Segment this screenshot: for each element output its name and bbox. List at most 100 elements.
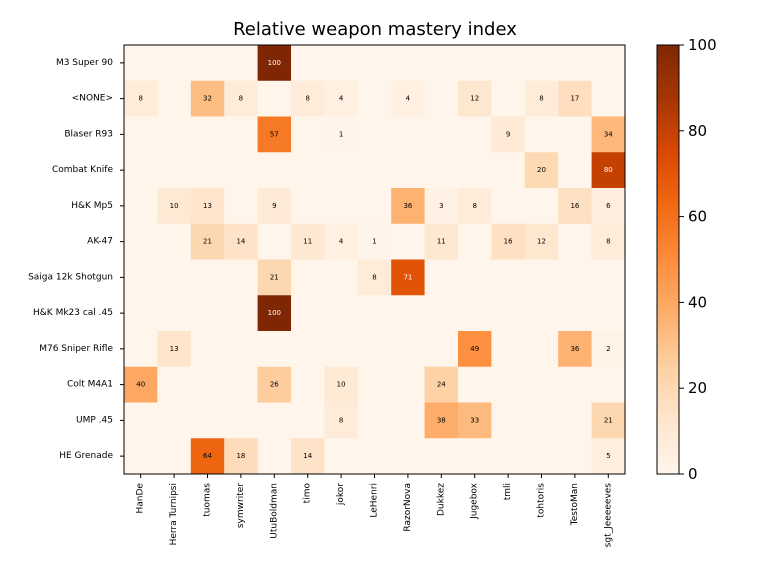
heatmap-cell — [391, 331, 426, 368]
column-label: Jugebox — [470, 482, 480, 520]
heatmap-cell — [491, 438, 526, 475]
heatmap-cell — [190, 366, 225, 403]
row-label: Saiga 12k Shotgun — [28, 272, 113, 282]
row-label: H&K Mk23 cal .45 — [33, 308, 113, 318]
heatmap-cell — [391, 438, 426, 475]
row-label: AK-47 — [87, 237, 113, 247]
cell-value-label: 17 — [570, 95, 579, 103]
heatmap-cell — [357, 295, 392, 332]
heatmap-cell — [124, 331, 158, 368]
column-label: UtuBoldman — [269, 483, 279, 539]
heatmap-cell — [157, 331, 192, 368]
heatmap-cell — [524, 223, 559, 260]
heatmap-cell — [190, 188, 225, 225]
heatmap-cell — [558, 366, 593, 403]
heatmap-cell — [458, 188, 492, 225]
heatmap-cell — [524, 116, 559, 153]
cell-value-label: 9 — [506, 130, 510, 138]
heatmap-cell — [157, 45, 192, 82]
heatmap-cell — [424, 438, 459, 475]
heatmap-cell — [224, 223, 259, 260]
cell-value-label: 8 — [606, 238, 610, 246]
heatmap-cell — [291, 80, 325, 117]
row-label: M76 Sniper Rifle — [39, 344, 113, 354]
cell-value-label: 21 — [203, 238, 212, 246]
heatmap-cell — [190, 116, 225, 153]
heatmap-cell — [257, 366, 292, 403]
heatmap-cell — [424, 402, 459, 439]
row-labels: M3 Super 90 <NONE> Blaser R93 Combat Knife H… — [28, 58, 124, 461]
heatmap-cell — [424, 366, 459, 403]
cell-value-label: 12 — [470, 95, 479, 103]
colorbar-ticks: 0 20 40 60 80 100 — [679, 36, 717, 483]
heatmap-cell — [491, 223, 526, 260]
heatmap-cell — [424, 331, 459, 368]
heatmap-cell — [524, 402, 559, 439]
heatmap-cell — [190, 259, 225, 296]
cell-value-label: 13 — [170, 345, 179, 353]
heatmap-cell — [257, 80, 292, 117]
heatmap-cell — [591, 152, 626, 189]
heatmap-cell — [558, 80, 593, 117]
heatmap-cell — [357, 331, 392, 368]
heatmap-cell — [324, 259, 359, 296]
heatmap-cell — [524, 80, 559, 117]
heatmap-cell — [524, 331, 559, 368]
heatmap-cell — [491, 80, 526, 117]
heatmap-cell — [291, 331, 325, 368]
heatmap-cell — [491, 295, 526, 332]
colorbar-tick-label: 0 — [688, 465, 698, 483]
heatmap-cell — [458, 45, 492, 82]
heatmap-cell — [257, 259, 292, 296]
cell-value-label: 6 — [606, 202, 611, 210]
heatmap-cell — [224, 295, 259, 332]
cell-value-label: 2 — [606, 345, 610, 353]
heatmap-cell — [224, 80, 259, 117]
heatmap-cell — [224, 366, 259, 403]
heatmap-cell — [124, 438, 158, 475]
heatmap-cell — [458, 438, 492, 475]
column-label: tohtoris — [537, 483, 547, 518]
heatmap-cell — [391, 259, 426, 296]
cell-value-label: 64 — [203, 452, 212, 460]
cell-value-label: 1 — [372, 238, 376, 246]
heatmap-cell — [324, 366, 359, 403]
heatmap-cell — [424, 259, 459, 296]
cell-value-label: 38 — [437, 416, 446, 424]
column-label: HanDe — [136, 483, 146, 514]
heatmap-cell — [257, 45, 292, 82]
heatmap-cell — [124, 402, 158, 439]
row-label: H&K Mp5 — [71, 201, 113, 211]
heatmap-cell — [424, 45, 459, 82]
heatmap-cell — [458, 366, 492, 403]
cell-value-label: 10 — [170, 202, 179, 210]
heatmap-cell — [157, 223, 192, 260]
heatmap-cell — [291, 402, 325, 439]
heatmap-cell — [324, 295, 359, 332]
heatmap-cell — [424, 116, 459, 153]
cell-value-label: 8 — [239, 95, 243, 103]
heatmap-cell — [224, 152, 259, 189]
heatmap-cell — [458, 116, 492, 153]
heatmap-cell — [291, 45, 325, 82]
heatmap-cell — [424, 188, 459, 225]
column-label: RazorNova — [403, 483, 413, 532]
heatmap-cell — [591, 331, 626, 368]
cell-value-label: 24 — [437, 381, 446, 389]
cell-value-label: 26 — [270, 381, 279, 389]
heatmap-cell — [190, 45, 225, 82]
heatmap-cell — [491, 331, 526, 368]
heatmap-cell — [524, 438, 559, 475]
heatmap-cell — [124, 223, 158, 260]
heatmap-cell — [190, 152, 225, 189]
cell-value-label: 14 — [236, 238, 245, 246]
cell-value-label: 8 — [339, 416, 343, 424]
heatmap-cell — [124, 152, 158, 189]
heatmap-cell — [591, 402, 626, 439]
heatmap-cell — [324, 45, 359, 82]
heatmap-cell — [291, 152, 325, 189]
column-label: sgt_Jeeeeeves — [603, 483, 613, 548]
colorbar-tick-label: 80 — [688, 122, 707, 140]
heatmap-cell — [558, 331, 593, 368]
heatmap-cell — [224, 331, 259, 368]
